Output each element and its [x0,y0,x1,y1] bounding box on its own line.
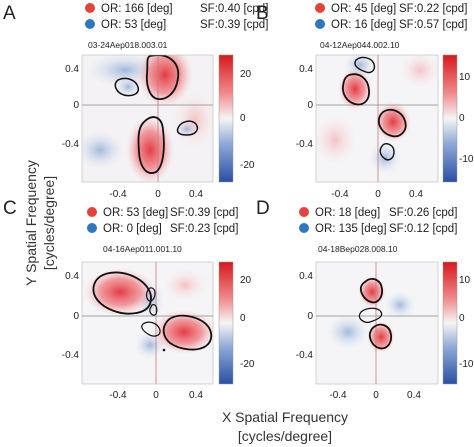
panel-letter: B [256,3,269,24]
panel-c: C OR: 53 [deg] SF:0.39 [cpd] OR: 0 [deg]… [3,198,255,401]
legend-blue-marker [85,19,95,29]
legend-sf: SF:0.39 [cpd] [170,207,238,219]
colorbar: 20 0 -20 [218,261,255,385]
legend-blue-marker [299,223,309,233]
x-ticks: -0.4 0 0.4 [329,390,421,401]
cell-id: 04-18Bep028.008.10 [318,244,398,254]
panel-letter: A [3,3,16,24]
y-tick-label: 0 [73,100,79,111]
colorbar-tick: 0 [459,313,465,324]
panel-d: D OR: 18 [deg] SF:0.26 [cpd] OR: 135 [de… [256,198,474,401]
legend-or: OR: 18 [deg] [315,207,380,219]
x-tick-label: 0.4 [407,390,421,401]
legend-or: OR: 166 [deg] [101,3,173,15]
x-axis-title-line2: [cycles/degree] [238,428,332,444]
colorbar-tick: 20 [240,275,252,286]
x-ticks: -0.4 0 0.4 [109,189,203,200]
legend-sf: SF:0.40 [cpd] [200,3,268,15]
x-tick-label: 0 [373,390,379,401]
x-axis-title: X Spatial Frequency [cycles/degree] [222,409,348,444]
heatmap [316,55,438,182]
colorbar: 10 0 -10 [442,54,474,183]
x-axis-title-line1: X Spatial Frequency [222,409,348,425]
heatmap [82,55,213,182]
cell-id: 04-12Aep044.002.10 [320,40,400,50]
y-tick-label: 0.4 [299,271,313,282]
y-tick-label: 0.4 [299,64,313,75]
panel-a: A OR: 166 [deg] SF:0.40 [cpd] OR: 53 [de… [3,3,268,200]
legend-blue-marker [315,19,325,29]
y-tick-label: 0 [73,311,79,322]
legend-sf: SF:0.57 [cpd] [399,19,467,31]
y-axis-title-line2: [cycles/degree] [41,176,57,270]
y-ticks: 0.4 0 -0.4 [62,271,80,361]
legend-sf: SF:0.39 [cpd] [200,19,268,31]
y-tick-label: 0.4 [65,271,79,282]
y-tick-label: -0.4 [62,350,80,361]
panel-letter: C [3,198,17,219]
x-tick-label: 0 [375,189,381,200]
y-tick-label: -0.4 [296,350,314,361]
x-tick-label: -0.4 [329,390,347,401]
legend-blue-marker [87,223,97,233]
legend-sf: SF:0.12 [cpd] [389,223,457,235]
colorbar: 10 0 -10 [442,261,474,385]
x-tick-label: 0.4 [409,189,423,200]
x-tick-label: 0 [155,189,161,200]
legend-or: OR: 135 [deg] [315,223,387,235]
legend-or: OR: 53 [deg] [103,207,168,219]
cell-id: 04-16Aep011.001.10 [103,244,182,254]
y-tick-label: 0 [307,311,313,322]
legend-or: OR: 16 [deg] [331,19,396,31]
y-ticks: 0.4 0 -0.4 [62,64,80,150]
y-tick-label: -0.4 [62,139,80,150]
y-ticks: 0.4 0 -0.4 [296,64,314,150]
colorbar: 20 0 -20 [218,54,255,183]
heatmap [316,262,438,384]
x-tick-label: 0 [153,390,159,401]
legend-red-marker [85,3,95,13]
legend-red-marker [299,207,309,217]
x-tick-label: -0.4 [109,189,127,200]
y-axis-title: Y Spatial Frequency [cycles/degree] [23,160,57,286]
y-ticks: 0.4 0 -0.4 [296,271,314,361]
x-tick-label: -0.4 [331,189,349,200]
legend-red-marker [87,207,97,217]
colorbar-tick: -10 [459,359,474,370]
x-tick-label: 0.4 [189,390,203,401]
colorbar-tick: 20 [240,69,252,80]
legend-sf: SF:0.26 [cpd] [389,207,457,219]
colorbar-tick: 0 [240,313,246,324]
colorbar-tick: 0 [240,113,246,124]
colorbar-tick: 10 [459,72,471,83]
colorbar-tick: -10 [459,154,474,165]
colorbar-tick: 0 [459,113,465,124]
colorbar-tick: -20 [240,359,255,370]
colorbar-tick: 10 [459,275,471,286]
x-ticks: -0.4 0 0.4 [331,189,423,200]
legend-or: OR: 45 [deg] [331,3,396,15]
panel-b: B OR: 45 [deg] SF:0.22 [cpd] OR: 16 [deg… [256,3,474,200]
legend-or: OR: 53 [deg] [101,19,166,31]
heatmap [82,262,213,384]
panel-letter: D [256,198,270,219]
y-axis-title-line1: Y Spatial Frequency [23,160,39,286]
x-ticks: -0.4 0 0.4 [109,390,203,401]
x-tick-label: 0.4 [189,189,203,200]
colorbar-tick: -20 [240,160,255,171]
legend-red-marker [315,3,325,13]
y-tick-label: -0.4 [296,139,314,150]
legend-sf: SF:0.22 [cpd] [399,3,467,15]
legend-sf: SF:0.23 [cpd] [170,223,238,235]
legend-or: OR: 0 [deg] [103,223,162,235]
cell-id: 03-24Aep018.003.01 [88,40,168,50]
y-tick-label: 0.4 [65,64,79,75]
x-tick-label: -0.4 [109,390,127,401]
y-tick-label: 0 [307,100,313,111]
